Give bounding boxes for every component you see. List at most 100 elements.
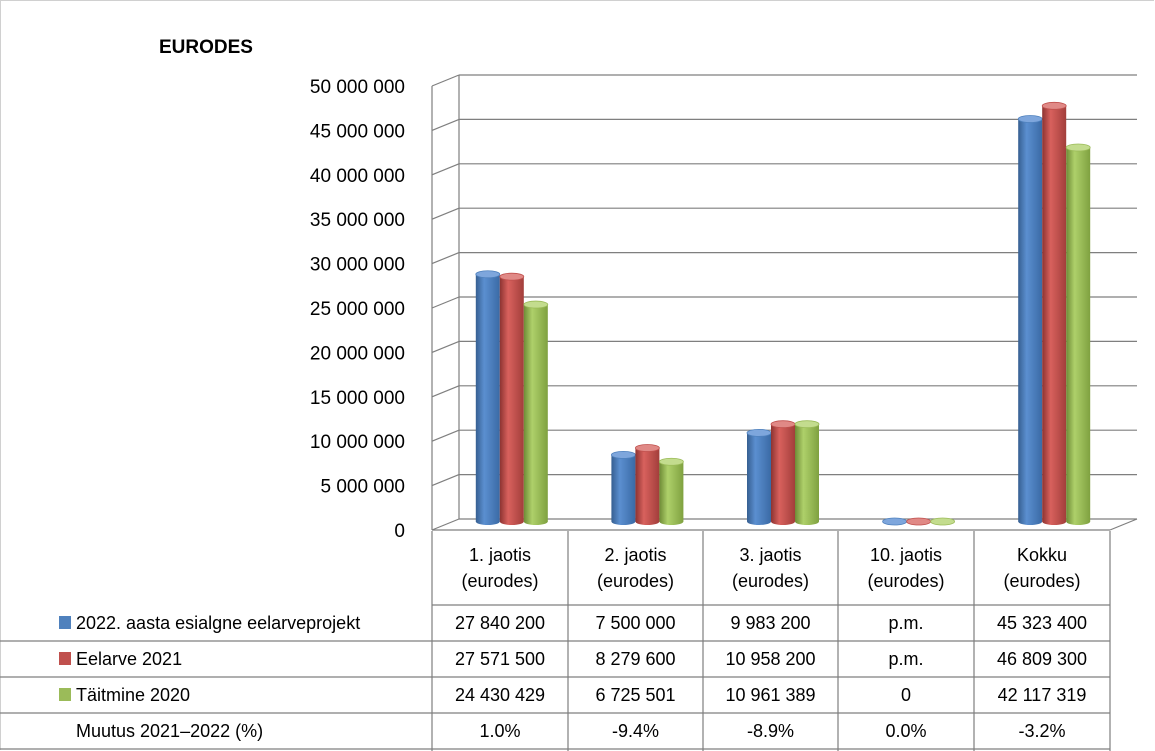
table-cell: 0.0% bbox=[885, 721, 926, 741]
bar-top bbox=[906, 517, 931, 526]
y-tick-label: 10 000 000 bbox=[310, 432, 405, 453]
table-cell: -9.4% bbox=[612, 721, 659, 741]
bar-base bbox=[523, 518, 548, 525]
bar-top bbox=[794, 420, 820, 429]
gridline-connector bbox=[431, 474, 460, 487]
bars bbox=[475, 101, 1091, 526]
table-category-label: 2. jaotis bbox=[604, 545, 666, 565]
legend-swatch bbox=[59, 688, 71, 701]
y-tick-label: 0 bbox=[394, 521, 405, 542]
table-cell: 9 983 200 bbox=[730, 613, 810, 633]
bar bbox=[523, 304, 548, 522]
bar-top bbox=[1041, 101, 1067, 110]
bar bbox=[499, 276, 524, 522]
table-category-label: (eurodes) bbox=[867, 571, 944, 591]
table-category-label: 10. jaotis bbox=[870, 545, 942, 565]
bar-base bbox=[659, 518, 684, 525]
bar-base bbox=[475, 518, 500, 525]
gridline-connector bbox=[431, 252, 460, 265]
gridline-connector bbox=[431, 118, 460, 131]
gridline-connector bbox=[431, 163, 460, 176]
bar bbox=[1066, 147, 1091, 522]
bar-top bbox=[635, 444, 660, 452]
series-name: Eelarve 2021 bbox=[76, 649, 182, 669]
bar-base bbox=[499, 518, 524, 525]
table-cell: 10 961 389 bbox=[725, 685, 815, 705]
bar-top bbox=[475, 270, 501, 279]
table-category-label: 3. jaotis bbox=[739, 545, 801, 565]
table-cell: p.m. bbox=[888, 613, 923, 633]
y-tick-label: 20 000 000 bbox=[310, 343, 405, 364]
gridline-connector bbox=[431, 74, 460, 87]
table-cell: 10 958 200 bbox=[725, 649, 815, 669]
table-cell: 7 500 000 bbox=[595, 613, 675, 633]
series-name: 2022. aasta esialgne eelarveprojekt bbox=[76, 613, 360, 633]
table-category-label: (eurodes) bbox=[597, 571, 674, 591]
y-tick-label: 5 000 000 bbox=[320, 477, 405, 498]
bar bbox=[611, 454, 636, 522]
table-cell: 8 279 600 bbox=[595, 649, 675, 669]
bar bbox=[475, 274, 500, 522]
series-name: Muutus 2021–2022 (%) bbox=[76, 721, 263, 741]
gridline-connector bbox=[431, 207, 460, 220]
bar-top bbox=[930, 517, 955, 526]
bar-base bbox=[747, 518, 771, 525]
bar-top bbox=[523, 300, 549, 309]
gridline-connector bbox=[431, 385, 460, 398]
bar-top bbox=[882, 517, 907, 526]
table-category-label: 1. jaotis bbox=[469, 545, 531, 565]
bar-top bbox=[499, 272, 525, 281]
table-category-label: Kokku bbox=[1017, 545, 1067, 565]
bar-base bbox=[611, 518, 636, 525]
bar-base bbox=[635, 518, 660, 525]
table-cell: 27 571 500 bbox=[455, 649, 545, 669]
bar-top bbox=[1017, 115, 1043, 123]
bar-base bbox=[1066, 518, 1091, 525]
table-category-label: (eurodes) bbox=[461, 571, 538, 591]
bar bbox=[1018, 119, 1043, 522]
table-cell: 24 430 429 bbox=[455, 685, 545, 705]
legend-swatch bbox=[59, 652, 71, 665]
table-cell: 1.0% bbox=[479, 721, 520, 741]
bar bbox=[747, 432, 771, 522]
bar-top bbox=[611, 450, 636, 459]
floor-right bbox=[1109, 518, 1138, 531]
gridline-connector bbox=[431, 296, 460, 309]
bar-top bbox=[659, 457, 684, 466]
gridline-connector bbox=[431, 429, 460, 442]
series-name: Täitmine 2020 bbox=[76, 685, 190, 705]
bar-base bbox=[1018, 518, 1043, 525]
legend-swatch bbox=[59, 616, 71, 629]
bar bbox=[635, 447, 660, 522]
table-cell: 27 840 200 bbox=[455, 613, 545, 633]
table-category-label: (eurodes) bbox=[1003, 571, 1080, 591]
gridline-connector bbox=[431, 340, 460, 353]
bar-base bbox=[795, 518, 819, 525]
table-cell: 45 323 400 bbox=[997, 613, 1087, 633]
bar bbox=[795, 424, 819, 522]
bar bbox=[1042, 105, 1067, 522]
table-cell: p.m. bbox=[888, 649, 923, 669]
y-tick-label: 25 000 000 bbox=[310, 299, 405, 320]
bar-top bbox=[1065, 143, 1091, 152]
bar bbox=[771, 424, 795, 522]
axes-and-gridlines: 0 5 000 000 10 000 000 15 000 000 20 000 000… bbox=[310, 74, 1138, 542]
bar bbox=[659, 461, 684, 522]
y-tick-label: 50 000 000 bbox=[310, 77, 405, 98]
bar-top bbox=[770, 420, 796, 429]
table-cell: -3.2% bbox=[1018, 721, 1065, 741]
bar-base bbox=[1042, 518, 1067, 525]
table-cell: 0 bbox=[901, 685, 911, 705]
bar-base bbox=[771, 518, 795, 525]
y-tick-label: 45 000 000 bbox=[310, 121, 405, 142]
gridline-connector bbox=[431, 518, 460, 531]
bar-top bbox=[746, 428, 772, 437]
table-cell: 6 725 501 bbox=[595, 685, 675, 705]
table-cell: 46 809 300 bbox=[997, 649, 1087, 669]
data-table: 1. jaotis (eurodes) 2. jaotis (eurodes) 3. j… bbox=[0, 531, 1111, 751]
y-tick-label: 30 000 000 bbox=[310, 255, 405, 276]
table-category-label: (eurodes) bbox=[732, 571, 809, 591]
y-tick-label: 15 000 000 bbox=[310, 388, 405, 409]
